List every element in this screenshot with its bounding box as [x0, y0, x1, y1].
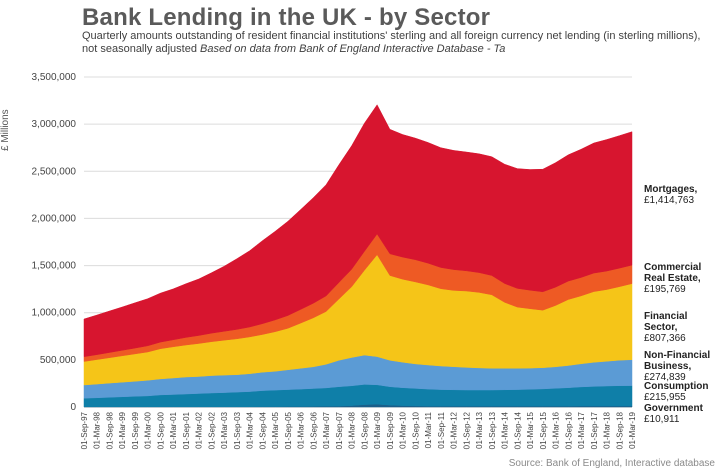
legend-nfb-name: Non-Financial Business, — [644, 350, 711, 372]
x-tick-label: 01-Mar-03 — [220, 411, 229, 448]
x-tick-label: 01-Sep-16 — [564, 411, 573, 449]
x-tick-label: 01-Sep-09 — [386, 411, 395, 449]
x-tick-label: 01-Sep-97 — [80, 411, 89, 449]
x-tick-label: 01-Mar-19 — [628, 411, 637, 448]
legend-nfb-value: £274,839 — [644, 372, 686, 383]
y-tick-label: 3,500,000 — [32, 72, 77, 83]
x-tick-label: 01-Mar-01 — [169, 411, 178, 448]
x-tick-label: 01-Sep-01 — [182, 411, 191, 449]
x-tick-label: 01-Mar-09 — [373, 411, 382, 448]
x-tick-label: 01-Sep-99 — [131, 411, 140, 449]
legend-financial-name: Financial Sector, — [644, 311, 688, 333]
legend-financial-value: £807,366 — [644, 333, 686, 344]
x-tick-label: 01-Sep-02 — [207, 411, 216, 449]
x-tick-label: 01-Mar-07 — [322, 411, 331, 448]
subtitle-source: Based on data from Bank of England Inter… — [200, 43, 506, 55]
x-tick-label: 01-Mar-00 — [144, 411, 153, 448]
legend-cre-value: £195,769 — [644, 284, 686, 295]
legend-non-financial-business: Non-Financial Business, £274,839 — [644, 350, 722, 383]
x-tick-label: 01-Mar-06 — [297, 411, 306, 448]
y-tick-label: 3,000,000 — [32, 119, 77, 130]
x-tick-label: 01-Mar-05 — [271, 411, 280, 448]
chart-subtitle: Quarterly amounts outstanding of residen… — [82, 30, 712, 56]
x-tick-label: 01-Mar-98 — [93, 411, 102, 448]
y-tick-label: 1,000,000 — [32, 308, 77, 319]
x-tick-label: 01-Mar-08 — [348, 411, 357, 448]
x-tick-label: 01-Sep-13 — [488, 411, 497, 449]
x-tick-label: 01-Mar-14 — [501, 411, 510, 448]
source-note: Source: Bank of England, Interactive dat… — [508, 458, 715, 469]
x-tick-label: 01-Mar-16 — [552, 411, 561, 448]
area-mortgages — [83, 104, 633, 357]
legend-cre-name: Commercial Real Estate, — [644, 262, 702, 284]
y-tick-label: 500,000 — [40, 355, 77, 366]
x-tick-label: 01-Sep-11 — [437, 411, 446, 448]
legend-commercial-real-estate: Commercial Real Estate, £195,769 — [644, 262, 722, 295]
x-tick-label: 01-Mar-02 — [195, 411, 204, 448]
x-tick-label: 01-Mar-12 — [450, 411, 459, 448]
legend-government: Government £10,911 — [644, 403, 722, 425]
x-tick-label: 01-Sep-12 — [462, 411, 471, 449]
y-tick-label: 2,000,000 — [32, 213, 77, 224]
x-tick-label: 01-Mar-13 — [475, 411, 484, 448]
x-tick-label: 01-Mar-17 — [577, 411, 586, 448]
x-tick-label: 01-Sep-05 — [284, 411, 293, 449]
y-tick-label: 1,500,000 — [32, 261, 77, 272]
legend-government-name: Government — [644, 403, 703, 414]
legend-consumption-name: Consumption — [644, 381, 709, 392]
legend-mortgages: Mortgages, £1,414,763 — [644, 184, 722, 206]
x-tick-label: 01-Sep-00 — [157, 411, 166, 449]
y-tick-label: 0 — [70, 402, 76, 413]
x-tick-label: 01-Sep-08 — [360, 411, 369, 449]
x-tick-label: 01-Sep-98 — [106, 411, 115, 449]
y-axis-ticks: 0 500,000 1,000,000 1,500,000 2,000,000 2,500… — [32, 72, 77, 413]
x-tick-label: 01-Sep-10 — [411, 411, 420, 449]
x-tick-label: 01-Sep-03 — [233, 411, 242, 449]
x-tick-label: 01-Mar-10 — [399, 411, 408, 448]
x-tick-label: 01-Sep-07 — [335, 411, 344, 449]
x-tick-label: 01-Sep-04 — [258, 411, 267, 449]
legend-financial-sector: Financial Sector, £807,366 — [644, 311, 722, 344]
subtitle-text: Quarterly amounts outstanding of residen… — [82, 30, 701, 55]
chart-title: Bank Lending in the UK - by Sector — [82, 4, 491, 31]
x-tick-label: 01-Mar-11 — [424, 411, 433, 448]
x-tick-label: 01-Mar-04 — [246, 411, 255, 448]
x-tick-label: 01-Mar-99 — [118, 411, 127, 448]
x-tick-label: 01-Sep-06 — [309, 411, 318, 449]
legend-consumption-value: £215,955 — [644, 392, 686, 403]
x-tick-label: 01-Sep-18 — [615, 411, 624, 449]
y-tick-label: 2,500,000 — [32, 166, 77, 177]
x-tick-label: 01-Sep-15 — [539, 411, 548, 449]
legend-government-value: £10,911 — [644, 414, 680, 425]
legend-mortgages-name: Mortgages, — [644, 184, 698, 195]
legend-consumption: Consumption £215,955 — [644, 381, 722, 403]
area-series — [83, 104, 633, 408]
x-tick-label: 01-Mar-15 — [526, 411, 535, 448]
x-tick-label: 01-Sep-14 — [513, 411, 522, 449]
x-tick-label: 01-Mar-18 — [603, 411, 612, 448]
x-tick-label: 01-Sep-17 — [590, 411, 599, 449]
x-axis-ticks: 01-Sep-97 01-Mar-98 01-Sep-98 01-Mar-99 01-S… — [80, 411, 637, 449]
legend-mortgages-value: £1,414,763 — [644, 195, 695, 206]
